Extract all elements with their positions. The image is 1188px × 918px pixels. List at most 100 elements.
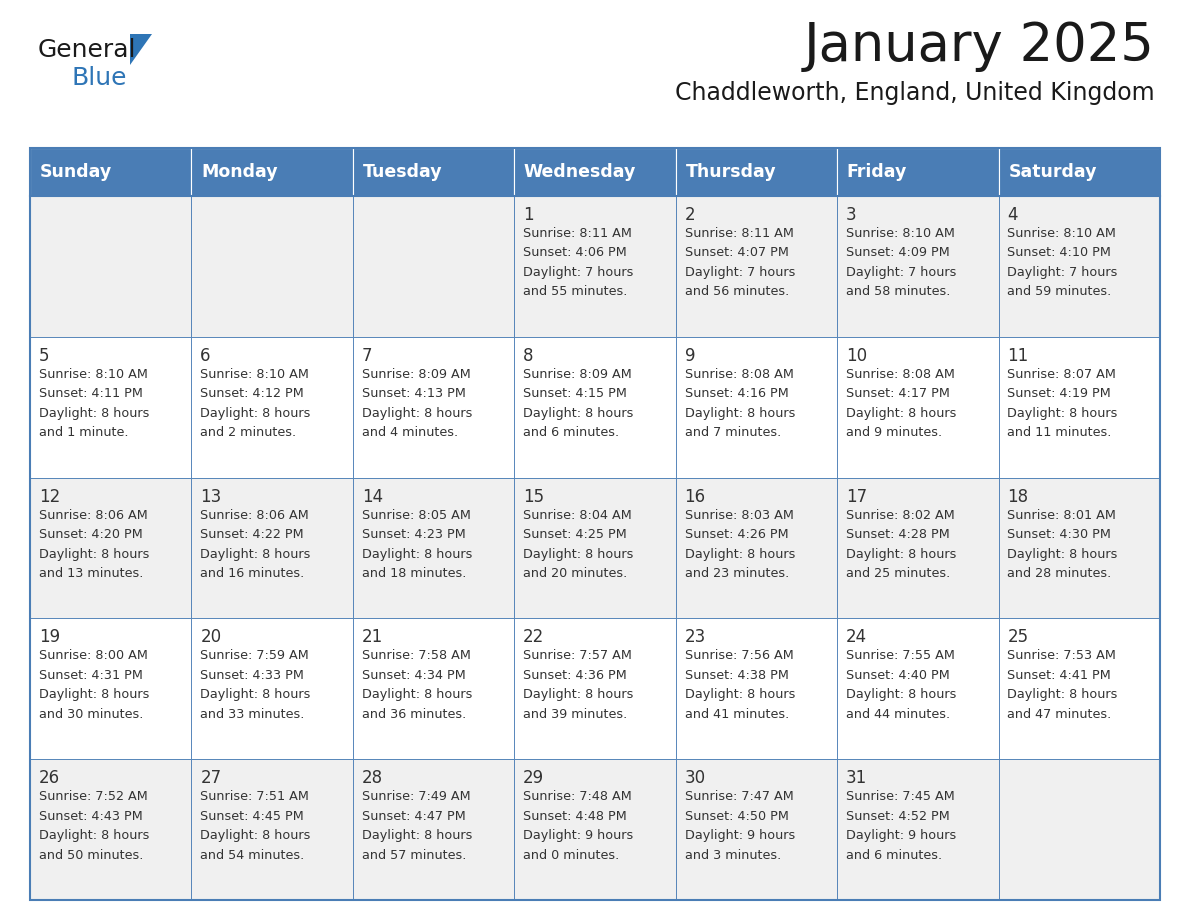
Text: and 25 minutes.: and 25 minutes. <box>846 567 950 580</box>
Text: Sunset: 4:33 PM: Sunset: 4:33 PM <box>201 669 304 682</box>
Text: Daylight: 8 hours: Daylight: 8 hours <box>523 548 633 561</box>
Text: and 59 minutes.: and 59 minutes. <box>1007 285 1112 298</box>
Text: Sunset: 4:10 PM: Sunset: 4:10 PM <box>1007 247 1111 260</box>
Bar <box>514 477 676 619</box>
Bar <box>514 759 676 900</box>
Text: and 30 minutes.: and 30 minutes. <box>39 708 144 721</box>
Text: Sunset: 4:45 PM: Sunset: 4:45 PM <box>201 810 304 823</box>
Text: Sunrise: 8:10 AM: Sunrise: 8:10 AM <box>201 368 309 381</box>
Text: Sunrise: 7:55 AM: Sunrise: 7:55 AM <box>846 649 955 663</box>
Bar <box>30 477 191 619</box>
Text: Sunrise: 8:10 AM: Sunrise: 8:10 AM <box>1007 227 1117 240</box>
Text: 12: 12 <box>39 487 61 506</box>
Text: Blue: Blue <box>72 66 127 90</box>
Text: Daylight: 8 hours: Daylight: 8 hours <box>523 688 633 701</box>
Bar <box>353 477 514 619</box>
Text: 11: 11 <box>1007 347 1029 364</box>
Text: 9: 9 <box>684 347 695 364</box>
Bar <box>191 337 353 477</box>
Text: Sunday: Sunday <box>39 163 112 181</box>
Text: 18: 18 <box>1007 487 1029 506</box>
Text: 25: 25 <box>1007 629 1029 646</box>
Text: Friday: Friday <box>847 163 908 181</box>
Text: Sunrise: 8:06 AM: Sunrise: 8:06 AM <box>39 509 147 521</box>
Text: Sunset: 4:12 PM: Sunset: 4:12 PM <box>201 387 304 400</box>
Text: and 18 minutes.: and 18 minutes. <box>361 567 466 580</box>
Bar <box>353 759 514 900</box>
Text: and 1 minute.: and 1 minute. <box>39 426 128 440</box>
Bar <box>353 196 514 337</box>
Text: Sunrise: 8:08 AM: Sunrise: 8:08 AM <box>684 368 794 381</box>
Text: and 55 minutes.: and 55 minutes. <box>523 285 627 298</box>
Text: 17: 17 <box>846 487 867 506</box>
Bar <box>30 759 191 900</box>
Text: and 58 minutes.: and 58 minutes. <box>846 285 950 298</box>
Text: Daylight: 8 hours: Daylight: 8 hours <box>684 688 795 701</box>
Text: Sunset: 4:06 PM: Sunset: 4:06 PM <box>523 247 627 260</box>
Text: Daylight: 8 hours: Daylight: 8 hours <box>361 548 472 561</box>
Bar <box>838 477 999 619</box>
Text: and 20 minutes.: and 20 minutes. <box>523 567 627 580</box>
Text: 31: 31 <box>846 769 867 788</box>
Text: Sunset: 4:09 PM: Sunset: 4:09 PM <box>846 247 949 260</box>
Text: Sunrise: 7:49 AM: Sunrise: 7:49 AM <box>361 790 470 803</box>
Text: 5: 5 <box>39 347 50 364</box>
Text: Sunset: 4:17 PM: Sunset: 4:17 PM <box>846 387 950 400</box>
Text: 10: 10 <box>846 347 867 364</box>
Text: Daylight: 8 hours: Daylight: 8 hours <box>39 688 150 701</box>
Text: Sunrise: 7:52 AM: Sunrise: 7:52 AM <box>39 790 147 803</box>
Bar <box>191 619 353 759</box>
Text: Daylight: 7 hours: Daylight: 7 hours <box>684 266 795 279</box>
Text: Daylight: 8 hours: Daylight: 8 hours <box>846 407 956 420</box>
Text: Sunrise: 7:59 AM: Sunrise: 7:59 AM <box>201 649 309 663</box>
Bar <box>676 337 838 477</box>
Text: 29: 29 <box>523 769 544 788</box>
Text: and 16 minutes.: and 16 minutes. <box>201 567 304 580</box>
Bar <box>838 759 999 900</box>
Bar <box>838 619 999 759</box>
Text: 23: 23 <box>684 629 706 646</box>
Text: Daylight: 7 hours: Daylight: 7 hours <box>1007 266 1118 279</box>
Text: Daylight: 8 hours: Daylight: 8 hours <box>39 829 150 842</box>
Text: Daylight: 8 hours: Daylight: 8 hours <box>361 407 472 420</box>
Text: Daylight: 9 hours: Daylight: 9 hours <box>684 829 795 842</box>
Text: Sunset: 4:36 PM: Sunset: 4:36 PM <box>523 669 627 682</box>
Text: Sunset: 4:40 PM: Sunset: 4:40 PM <box>846 669 949 682</box>
Text: Sunrise: 8:09 AM: Sunrise: 8:09 AM <box>523 368 632 381</box>
Text: and 3 minutes.: and 3 minutes. <box>684 849 781 862</box>
Text: Sunrise: 8:10 AM: Sunrise: 8:10 AM <box>39 368 147 381</box>
Text: Sunrise: 8:01 AM: Sunrise: 8:01 AM <box>1007 509 1117 521</box>
Text: Sunset: 4:25 PM: Sunset: 4:25 PM <box>523 528 627 541</box>
Text: Sunrise: 8:03 AM: Sunrise: 8:03 AM <box>684 509 794 521</box>
Bar <box>999 337 1159 477</box>
Text: Sunset: 4:50 PM: Sunset: 4:50 PM <box>684 810 789 823</box>
Text: 20: 20 <box>201 629 221 646</box>
Text: and 41 minutes.: and 41 minutes. <box>684 708 789 721</box>
Bar <box>353 148 514 196</box>
Text: and 28 minutes.: and 28 minutes. <box>1007 567 1112 580</box>
Text: Sunset: 4:41 PM: Sunset: 4:41 PM <box>1007 669 1111 682</box>
Text: and 39 minutes.: and 39 minutes. <box>523 708 627 721</box>
Bar <box>514 619 676 759</box>
Text: Sunset: 4:19 PM: Sunset: 4:19 PM <box>1007 387 1111 400</box>
Text: and 33 minutes.: and 33 minutes. <box>201 708 304 721</box>
Text: and 9 minutes.: and 9 minutes. <box>846 426 942 440</box>
Text: Sunrise: 7:45 AM: Sunrise: 7:45 AM <box>846 790 955 803</box>
Bar <box>191 759 353 900</box>
Text: Daylight: 8 hours: Daylight: 8 hours <box>201 407 311 420</box>
Text: and 36 minutes.: and 36 minutes. <box>361 708 466 721</box>
Bar <box>30 148 1159 900</box>
Text: Sunset: 4:30 PM: Sunset: 4:30 PM <box>1007 528 1111 541</box>
Text: 19: 19 <box>39 629 61 646</box>
Bar <box>999 619 1159 759</box>
Text: Sunrise: 7:57 AM: Sunrise: 7:57 AM <box>523 649 632 663</box>
Text: and 7 minutes.: and 7 minutes. <box>684 426 781 440</box>
Text: Daylight: 8 hours: Daylight: 8 hours <box>523 407 633 420</box>
Text: Sunrise: 7:58 AM: Sunrise: 7:58 AM <box>361 649 470 663</box>
Text: Sunset: 4:20 PM: Sunset: 4:20 PM <box>39 528 143 541</box>
Text: Sunrise: 7:56 AM: Sunrise: 7:56 AM <box>684 649 794 663</box>
Bar <box>191 148 353 196</box>
Text: 3: 3 <box>846 206 857 224</box>
Text: Sunset: 4:52 PM: Sunset: 4:52 PM <box>846 810 949 823</box>
Text: Sunset: 4:31 PM: Sunset: 4:31 PM <box>39 669 143 682</box>
